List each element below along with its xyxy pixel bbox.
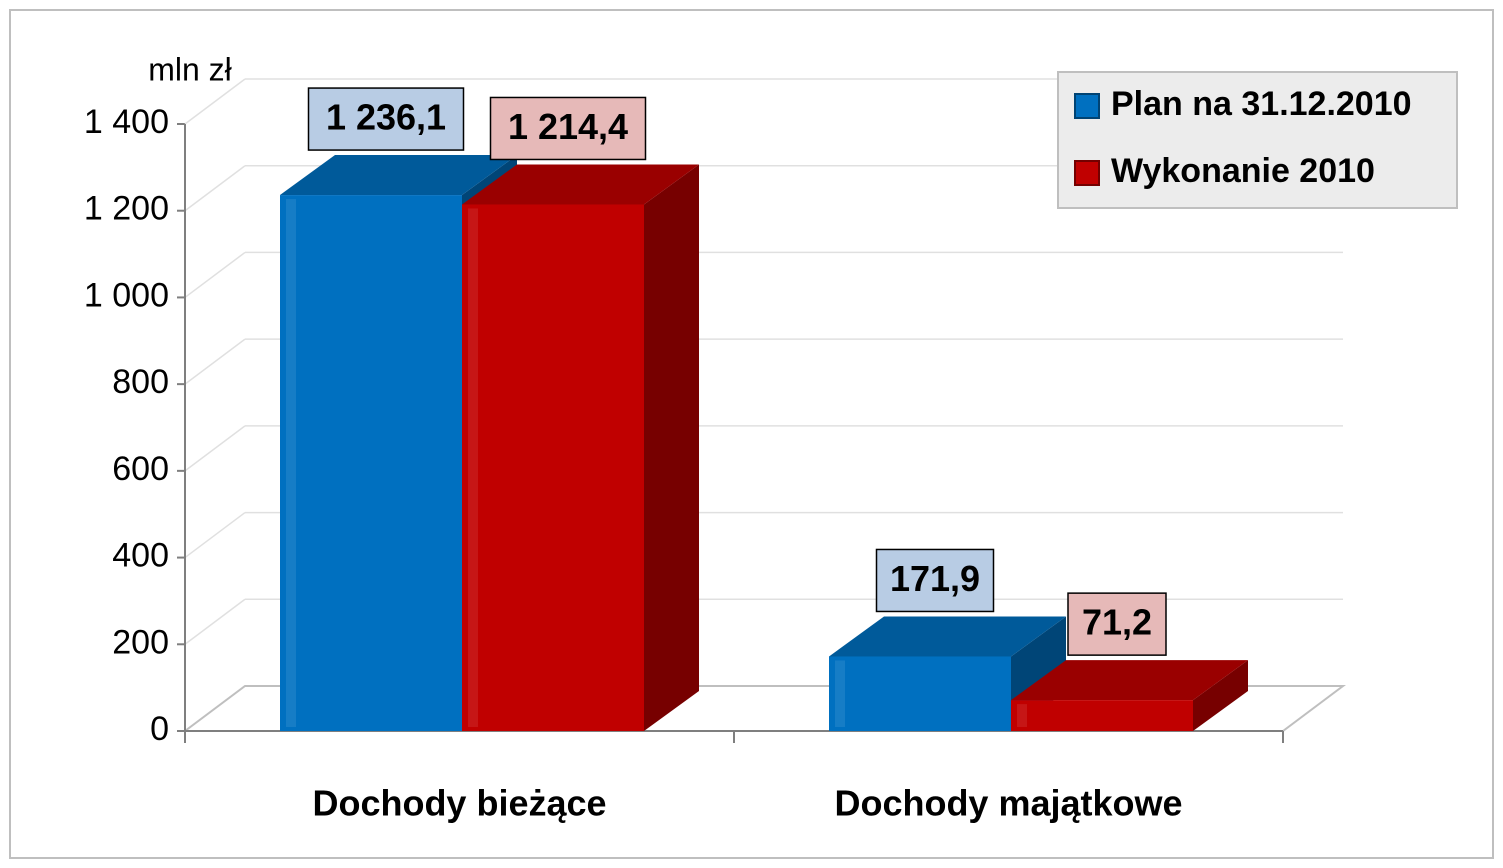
y-tick-label: 1 200 (84, 190, 169, 228)
grid-line-side (184, 251, 246, 299)
y-tick-label: 1 400 (84, 103, 169, 141)
value-label: 1 236,1 (326, 97, 446, 138)
grid-line-side (184, 338, 246, 385)
bar-highlight (835, 660, 845, 727)
bar (829, 656, 1011, 731)
grid-line-side (184, 78, 246, 125)
value-label-box (875, 548, 995, 613)
value-label-box (1067, 592, 1167, 656)
x-tick-label: Dochody bieżące (312, 783, 606, 824)
bar (1011, 700, 1193, 731)
value-label-box (307, 87, 465, 151)
bar-highlight (286, 199, 296, 727)
value-label: 71,2 (1082, 602, 1152, 643)
bar-top (462, 164, 699, 205)
y-axis-unit: mln zł (148, 51, 232, 87)
y-tick-label: 400 (112, 537, 169, 575)
legend-label: Wykonanie 2010 (1111, 152, 1375, 190)
x-tick-label: Dochody majątkowe (834, 783, 1182, 824)
legend-swatch (1074, 160, 1100, 186)
legend-box (1057, 71, 1458, 209)
bar (462, 204, 644, 732)
grid-line-side (184, 425, 246, 472)
y-tick-label: 600 (112, 450, 169, 488)
grid-line-side (184, 598, 246, 645)
value-label-box (489, 96, 647, 161)
bar (280, 195, 462, 731)
grid-line-side (184, 511, 246, 559)
y-tick-label: 800 (112, 363, 169, 401)
bar-side (1193, 660, 1248, 731)
bar-highlight (1017, 704, 1027, 727)
grid-line-side (184, 165, 246, 212)
bar-side (644, 164, 699, 732)
y-tick-label: 0 (150, 710, 169, 748)
bar-highlight (468, 208, 478, 728)
value-label: 1 214,4 (508, 106, 628, 147)
y-tick-label: 200 (112, 623, 169, 661)
legend-swatch (1074, 93, 1100, 119)
bar-top (829, 616, 1066, 657)
y-tick-label: 1 000 (84, 276, 169, 314)
value-label: 171,9 (890, 558, 980, 599)
legend-label: Plan na 31.12.2010 (1111, 85, 1412, 123)
bar-top (280, 155, 517, 196)
bar-top (1011, 660, 1248, 701)
